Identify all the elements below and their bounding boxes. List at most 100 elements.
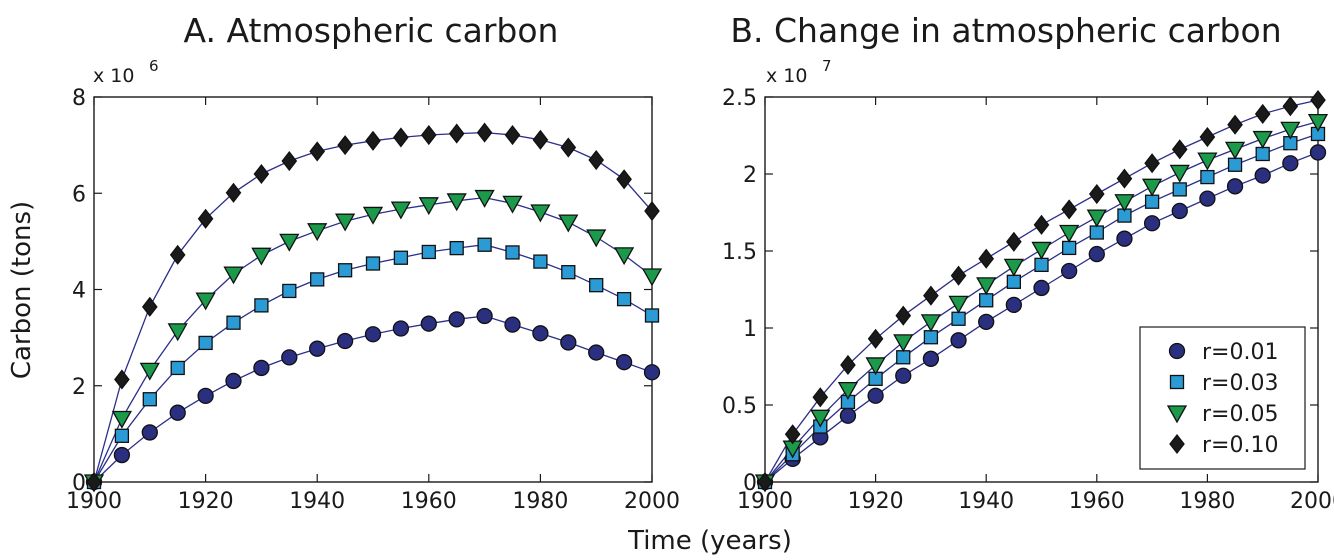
panel-b-point-r=0.10 bbox=[950, 265, 967, 286]
panel-a-point-r=0.10 bbox=[281, 150, 298, 172]
panel-b-point-r=0.05 bbox=[893, 334, 914, 353]
panel-a-point-r=0.10 bbox=[225, 182, 242, 203]
panel-a-point-r=0.03 bbox=[644, 308, 660, 323]
panel-a-point-r=0.10 bbox=[532, 129, 549, 150]
panel-a-point-r=0.01 bbox=[169, 404, 186, 421]
panel-b-point-r=0.10 bbox=[1227, 114, 1243, 135]
panel-b-x-tick-label: 2000 bbox=[1290, 489, 1334, 514]
legend-label-r=0.10: r=0.10 bbox=[1202, 433, 1278, 458]
panel-b-point-r=0.10 bbox=[1282, 96, 1299, 117]
panel-b-point-r=0.01 bbox=[1116, 230, 1133, 247]
panel-b-point-r=0.05 bbox=[1086, 209, 1107, 228]
panel-a-point-r=0.10 bbox=[420, 124, 437, 146]
panel-b-point-r=0.10 bbox=[1254, 103, 1271, 124]
legend-label-r=0.05: r=0.05 bbox=[1202, 402, 1278, 427]
panel-a-point-r=0.03 bbox=[421, 244, 436, 260]
panel-a-point-r=0.05 bbox=[251, 247, 272, 266]
panel-b-plot: 1900 1920 1940 1960 1980 2000 0 0.5 1 1.5 2 2.5 bbox=[722, 86, 1334, 514]
panel-b-point-r=0.10 bbox=[1006, 231, 1022, 252]
panel-b-point-r=0.03 bbox=[896, 350, 911, 365]
panel-b-y-tick-label: 1 bbox=[743, 317, 757, 342]
panel-a-point-r=0.03 bbox=[533, 254, 548, 269]
panel-b-point-r=0.05 bbox=[1141, 178, 1163, 197]
panel-a-title: A. Atmospheric carbon bbox=[184, 11, 559, 50]
panel-a-point-r=0.05 bbox=[223, 266, 244, 285]
panel-a-point-r=0.10 bbox=[114, 369, 130, 390]
panel-b-point-r=0.01 bbox=[1282, 155, 1299, 172]
panel-b-axes-frame bbox=[764, 96, 1319, 483]
panel-b-point-r=0.03 bbox=[1144, 194, 1160, 209]
panel-a-multiplier-exponent: 6 bbox=[149, 57, 159, 75]
panel-a-point-r=0.03 bbox=[561, 265, 576, 280]
panel-b-point-r=0.05 bbox=[1280, 121, 1301, 140]
panel-b-point-r=0.05 bbox=[1224, 141, 1246, 160]
panel-a-point-r=0.03 bbox=[477, 237, 492, 252]
panel-b-point-r=0.10 bbox=[1061, 199, 1077, 220]
panel-a-point-r=0.05 bbox=[167, 323, 188, 342]
panel-a-point-r=0.01 bbox=[532, 325, 549, 342]
panel-a-x-tick-label: 2000 bbox=[624, 489, 680, 514]
panel-b-point-r=0.01 bbox=[1226, 178, 1244, 195]
panel-a-point-r=0.03 bbox=[393, 250, 409, 265]
panel-b-point-r=0.05 bbox=[920, 314, 942, 333]
panel-a-point-r=0.01 bbox=[448, 311, 465, 328]
panel-b-point-r=0.01 bbox=[1171, 202, 1188, 220]
panel-a-point-r=0.01 bbox=[309, 340, 326, 357]
panel-b-point-r=0.01 bbox=[1199, 190, 1216, 207]
legend: r=0.01 r=0.03 r=0.05 r=0.10 bbox=[1139, 326, 1306, 470]
panel-b-point-r=0.05 bbox=[1031, 241, 1052, 260]
panel-a-point-r=0.03 bbox=[449, 240, 464, 256]
panel-a-point-r=0.01 bbox=[364, 326, 382, 343]
panel-b-point-r=0.05 bbox=[1169, 164, 1190, 183]
panel-b-multiplier-exponent: 7 bbox=[822, 57, 832, 75]
panel-a-point-r=0.10 bbox=[504, 124, 521, 146]
panel-a-point-r=0.03 bbox=[589, 278, 604, 293]
legend-label-r=0.01: r=0.01 bbox=[1202, 340, 1278, 365]
legend-label-r=0.03: r=0.03 bbox=[1202, 371, 1278, 396]
panel-a-point-r=0.01 bbox=[392, 320, 410, 337]
legend-marker-r=0.01 bbox=[1168, 342, 1186, 360]
panel-a-point-r=0.10 bbox=[309, 141, 326, 162]
panel-a-point-r=0.01 bbox=[476, 307, 493, 325]
panel-a-point-r=0.01 bbox=[336, 332, 354, 350]
panel-b-y-tick-label: 1.5 bbox=[722, 240, 757, 265]
panel-b-point-r=0.10 bbox=[812, 387, 829, 408]
panel-b-point-r=0.05 bbox=[810, 409, 831, 428]
panel-a-point-r=0.10 bbox=[644, 200, 660, 222]
panel-a-x-tick-label: 1920 bbox=[178, 489, 234, 514]
panel-b-point-r=0.03 bbox=[1172, 182, 1187, 197]
panel-b-point-r=0.03 bbox=[1227, 157, 1243, 172]
panel-a-point-r=0.03 bbox=[365, 256, 381, 271]
panel-a-y-tick-label: 6 bbox=[72, 182, 86, 207]
panel-b-y-tick-label: 0.5 bbox=[722, 394, 757, 419]
panel-a-y-tick-label: 4 bbox=[72, 279, 86, 304]
panel-b-x-tick-label: 1920 bbox=[848, 489, 904, 514]
panel-b-point-r=0.01 bbox=[1309, 144, 1327, 161]
panel-b-point-r=0.05 bbox=[1252, 130, 1273, 149]
panel-b-point-r=0.03 bbox=[1255, 146, 1270, 162]
panel-b-point-r=0.01 bbox=[1088, 245, 1105, 263]
panel-b-point-r=0.10 bbox=[867, 328, 884, 349]
panel-a-point-r=0.03 bbox=[198, 335, 213, 351]
panel-b-point-r=0.03 bbox=[979, 293, 994, 308]
panel-b-point-r=0.05 bbox=[976, 277, 997, 296]
panel-a-x-tick-label: 1900 bbox=[66, 489, 122, 514]
panel-b-point-r=0.10 bbox=[840, 354, 856, 376]
panel-a-point-r=0.05 bbox=[279, 233, 300, 252]
panel-b-point-r=0.05 bbox=[1003, 258, 1024, 277]
panel-a-x-tick-label: 1960 bbox=[401, 489, 457, 514]
panel-a-point-r=0.05 bbox=[418, 197, 439, 216]
panel-b-point-r=0.05 bbox=[1114, 194, 1135, 213]
panel-a-multiplier-base: x 10 bbox=[93, 65, 134, 87]
panel-b-point-r=0.10 bbox=[757, 471, 773, 493]
panel-a-point-r=0.05 bbox=[558, 214, 579, 233]
panel-a-point-r=0.03 bbox=[114, 428, 130, 443]
panel-b-x-tick-label: 1940 bbox=[958, 489, 1014, 514]
panel-a-series-line-r=0.10 bbox=[93, 131, 653, 483]
y-axis-label: Carbon (tons) bbox=[7, 201, 37, 379]
legend-box bbox=[1139, 326, 1306, 470]
panel-a-point-r=0.05 bbox=[530, 204, 551, 223]
panel-b-point-r=0.10 bbox=[1171, 139, 1188, 160]
panel-a-point-r=0.05 bbox=[474, 189, 495, 208]
